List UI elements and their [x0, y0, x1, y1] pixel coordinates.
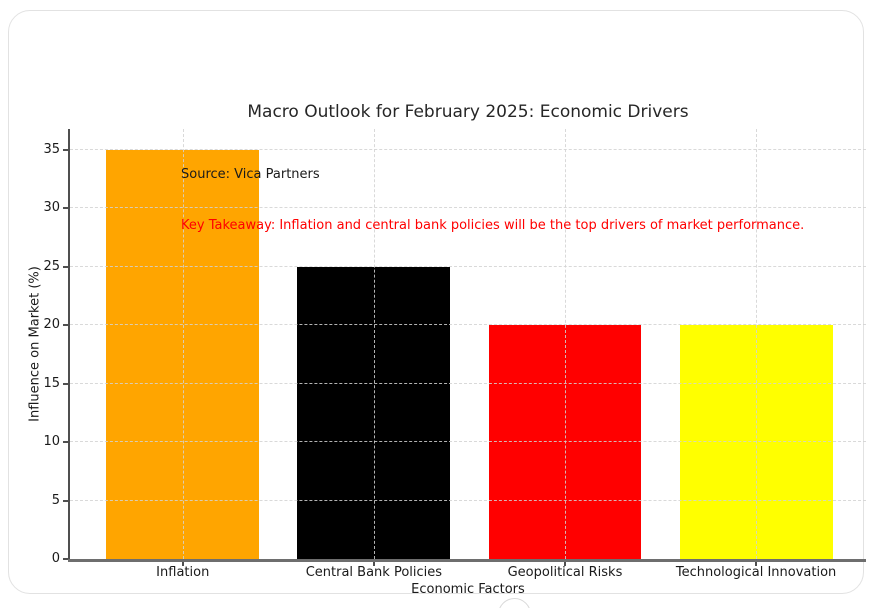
bar-inflation	[106, 150, 260, 559]
x-axis-spine	[68, 559, 866, 562]
gridline-y-30	[70, 207, 866, 209]
y-tick-mark	[63, 265, 68, 268]
y-axis-spine	[68, 129, 70, 561]
gridline-x-technological-innovation	[756, 129, 758, 559]
gridline-x-inflation	[182, 129, 184, 559]
y-tick-mark	[63, 558, 68, 560]
gridline-y-35	[70, 149, 866, 151]
category-label-technological-innovation: Technological Innovation	[675, 565, 837, 580]
chart-card: Macro Outlook for February 2025: Economi…	[8, 10, 866, 597]
y-tick-mark	[63, 499, 68, 502]
y-tick-label: 5	[51, 492, 60, 508]
x-tick-mark	[372, 561, 375, 566]
y-tick-label: 35	[43, 142, 60, 158]
gridline-y-5	[70, 499, 866, 501]
y-tick-mark	[63, 382, 68, 385]
y-tick-label: 25	[43, 258, 60, 274]
x-tick-mark	[181, 561, 184, 566]
y-tick-label: 0	[51, 551, 60, 566]
y-tick-label: 10	[43, 434, 60, 450]
annotation-key-takeaway: Key Takeaway: Inflation and central bank…	[181, 218, 805, 233]
scroll-down-button[interactable]	[498, 598, 531, 608]
bar-central-bank-policies	[297, 266, 451, 559]
plot-area: 0 5 10 15 20 25 30 35 Inflation Central Bank Poli…	[43, 129, 866, 580]
x-axis-label: Economic Factors	[411, 582, 525, 597]
y-tick-mark	[63, 441, 68, 444]
gridline-y-15	[70, 382, 866, 384]
y-tick-mark	[63, 149, 68, 152]
y-tick-label: 20	[43, 317, 60, 333]
category-label-geopolitical-risks: Geopolitical Risks	[507, 565, 623, 580]
y-tick-label: 15	[43, 375, 60, 391]
category-label-inflation: Inflation	[156, 565, 210, 580]
annotation-source: Source: Vica Partners	[181, 167, 320, 182]
gridline-y-25	[70, 265, 866, 267]
x-tick-mark	[755, 561, 758, 566]
y-tick-mark	[63, 324, 68, 327]
gridline-x-central-bank-policies	[373, 129, 375, 559]
y-axis-label: Influence on Market (%)	[27, 266, 43, 422]
bar-geopolitical-risks	[488, 325, 642, 559]
gridline-y-20	[70, 324, 866, 326]
gridline-y-10	[70, 441, 866, 443]
category-label-central-bank-policies: Central Bank Policies	[305, 565, 443, 580]
y-tick-mark	[63, 207, 68, 210]
chart-title: Macro Outlook for February 2025: Economi…	[247, 102, 689, 122]
x-tick-mark	[563, 561, 566, 566]
y-tick-label: 30	[43, 200, 60, 216]
gridline-x-geopolitical-risks	[564, 129, 566, 559]
